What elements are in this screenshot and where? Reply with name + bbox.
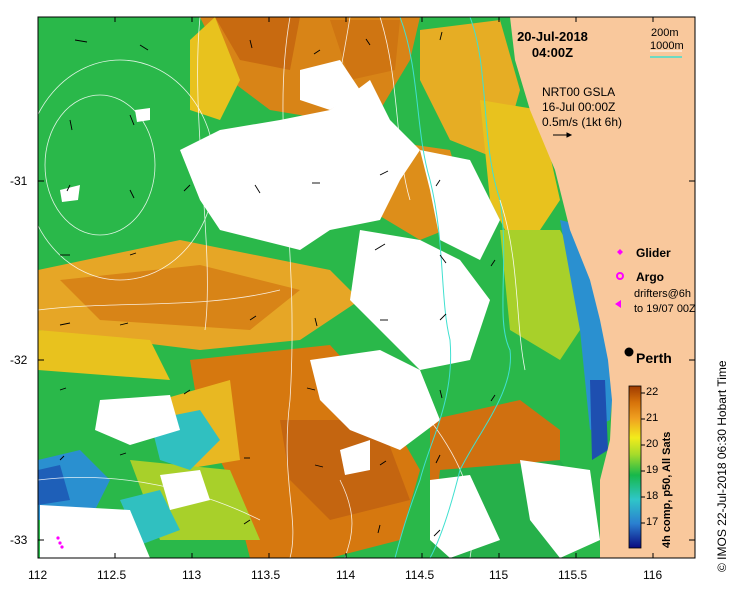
x-tick-label: 113 bbox=[182, 568, 202, 582]
drifter-marker bbox=[615, 300, 621, 308]
legend-1000m-label: 1000m bbox=[650, 40, 684, 52]
land bbox=[510, 17, 695, 558]
x-tick-label: 112.5 bbox=[97, 568, 127, 582]
x-tick-label: 114.5 bbox=[405, 568, 435, 582]
cloud-mask bbox=[180, 80, 420, 250]
city-label-perth: Perth bbox=[636, 350, 672, 366]
isobath-200m bbox=[429, 17, 511, 558]
colorbar bbox=[628, 385, 642, 549]
x-tick-label: 112 bbox=[28, 568, 48, 582]
legend-argo-label: Argo bbox=[636, 270, 664, 284]
drifter-track bbox=[56, 536, 64, 549]
map-date: 20-Jul-2018 bbox=[517, 29, 588, 44]
altimetry-product: NRT00 GSLA bbox=[542, 85, 616, 99]
colorbar-tick: 19 bbox=[646, 464, 659, 476]
colorbar-tick: 17 bbox=[646, 516, 659, 528]
legend-200m-label: 200m bbox=[651, 27, 679, 39]
colorbar-tick: 20 bbox=[646, 438, 659, 450]
velocity-scale-arrow bbox=[553, 132, 573, 138]
x-tick-label: 116 bbox=[643, 568, 663, 582]
glider-marker bbox=[617, 249, 623, 255]
y-tick-label: -32 bbox=[10, 353, 28, 367]
plot-frame bbox=[37, 16, 696, 559]
map-time: 04:00Z bbox=[531, 45, 574, 60]
x-tick-label: 115 bbox=[489, 568, 509, 582]
credit-label: © IMOS 22-Jul-2018 06:30 Hobart Time bbox=[715, 360, 729, 572]
colorbar-tick: 21 bbox=[646, 412, 659, 424]
altimetry-date: 16-Jul 00:00Z bbox=[542, 100, 616, 114]
colorbar-tick: 18 bbox=[646, 490, 659, 502]
legend-glider-label: Glider bbox=[636, 246, 671, 260]
legend-drifters-label-1: drifters@6h bbox=[634, 288, 692, 300]
velocity-scale-label: 0.5m/s (1kt 6h) bbox=[542, 115, 623, 129]
perth-marker bbox=[624, 347, 634, 357]
colorbar-title: 4h comp, p50, All Sats bbox=[661, 431, 673, 548]
x-tick-label: 115.5 bbox=[558, 568, 588, 582]
colorbar-tick: 22 bbox=[646, 386, 659, 398]
x-tick-label: 113.5 bbox=[251, 568, 281, 582]
legend-drifters-label-2: to 19/07 00Z bbox=[634, 303, 696, 315]
isobath-1000m bbox=[394, 17, 452, 558]
y-tick-label: -33 bbox=[10, 533, 28, 547]
y-tick-label: -31 bbox=[10, 174, 28, 188]
argo-marker bbox=[616, 272, 624, 280]
x-tick-label: 114 bbox=[336, 568, 356, 582]
